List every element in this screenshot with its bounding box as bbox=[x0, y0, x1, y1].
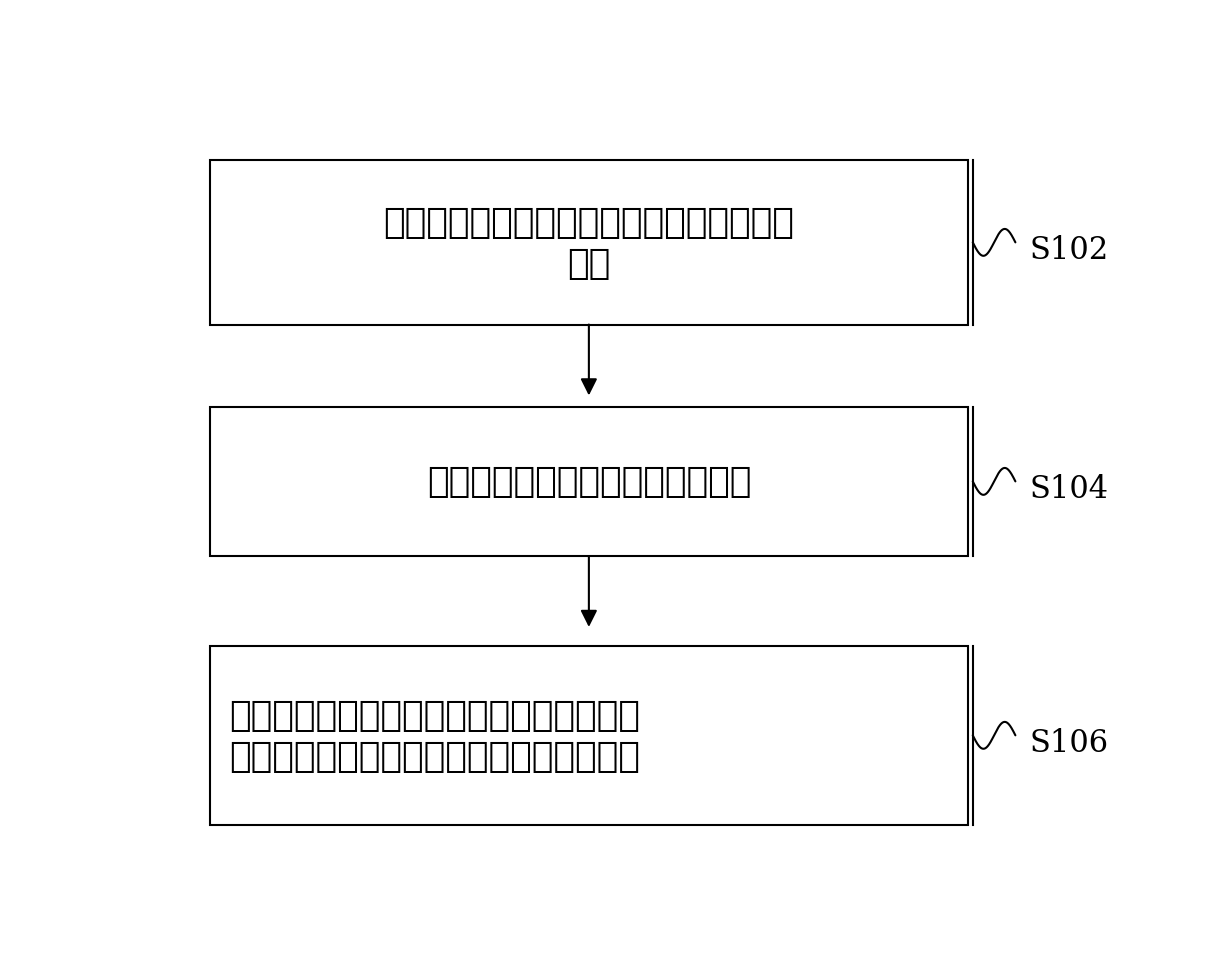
Bar bbox=[210, 161, 969, 326]
Bar bbox=[210, 407, 969, 556]
Text: 获取预先存储在空调控制器本地的天气预报: 获取预先存储在空调控制器本地的天气预报 bbox=[384, 205, 794, 239]
Bar bbox=[210, 646, 969, 826]
Text: S104: S104 bbox=[1030, 474, 1108, 505]
Text: 检测空调的室外机底盘的壁面温度: 检测空调的室外机底盘的壁面温度 bbox=[427, 465, 751, 499]
Text: 温度，控制空调的室外机底盘上的电加热带: 温度，控制空调的室外机底盘上的电加热带 bbox=[229, 739, 640, 773]
Text: 数据: 数据 bbox=[567, 247, 610, 281]
Text: S106: S106 bbox=[1030, 728, 1109, 759]
Text: S102: S102 bbox=[1030, 235, 1109, 266]
Text: 根据获取到的天气预报数据和检测到的壁面: 根据获取到的天气预报数据和检测到的壁面 bbox=[229, 698, 640, 732]
